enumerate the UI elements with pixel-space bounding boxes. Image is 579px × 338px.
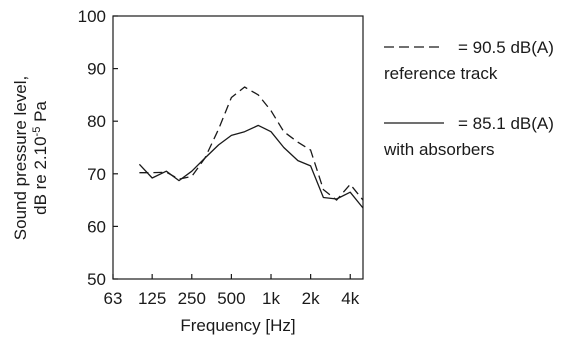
- x-axis-title: Frequency [Hz]: [180, 316, 295, 335]
- plot-frame: [112, 15, 364, 280]
- x-tick-label-1k: 1k: [262, 289, 280, 308]
- x-tick-label-2k: 2k: [302, 289, 320, 308]
- y-axis-title-line1: Sound pressure level,: [11, 76, 30, 240]
- y-axis-title: Sound pressure level, dB re 2.10-5 Pa: [11, 76, 50, 240]
- x-tick-label-63: 63: [104, 289, 123, 308]
- y-tick-label-70: 70: [87, 165, 106, 184]
- series-line-reference-track: [139, 86, 364, 201]
- y-tick-label-100: 100: [78, 7, 106, 26]
- x-tick-label-4k: 4k: [341, 289, 359, 308]
- series-layer: [138, 86, 364, 209]
- y-tick-label-60: 60: [87, 217, 106, 236]
- y-tick-label-50: 50: [87, 270, 106, 289]
- legend-entry-reference-track: = 90.5 dB(A) reference track: [384, 38, 554, 83]
- series-line-with-absorbers: [138, 124, 364, 209]
- legend-entry-with-absorbers: = 85.1 dB(A) with absorbers: [383, 114, 554, 159]
- y-axis: 50 60 70 80 90 100: [78, 7, 118, 289]
- x-tick-label-125: 125: [138, 289, 166, 308]
- legend-value-with-absorbers: = 85.1 dB(A): [458, 114, 554, 133]
- x-axis: 63 125 250 500 1k 2k 4k: [104, 274, 360, 308]
- legend: = 90.5 dB(A) reference track = 85.1 dB(A…: [383, 38, 554, 159]
- x-tick-label-250: 250: [178, 289, 206, 308]
- y-axis-title-line2: dB re 2.10-5 Pa: [31, 101, 50, 215]
- y-tick-label-90: 90: [87, 60, 106, 79]
- legend-label-reference-track: reference track: [384, 64, 498, 83]
- legend-value-reference-track: = 90.5 dB(A): [458, 38, 554, 57]
- x-tick-label-500: 500: [217, 289, 245, 308]
- y-tick-label-80: 80: [87, 112, 106, 131]
- legend-label-with-absorbers: with absorbers: [383, 140, 495, 159]
